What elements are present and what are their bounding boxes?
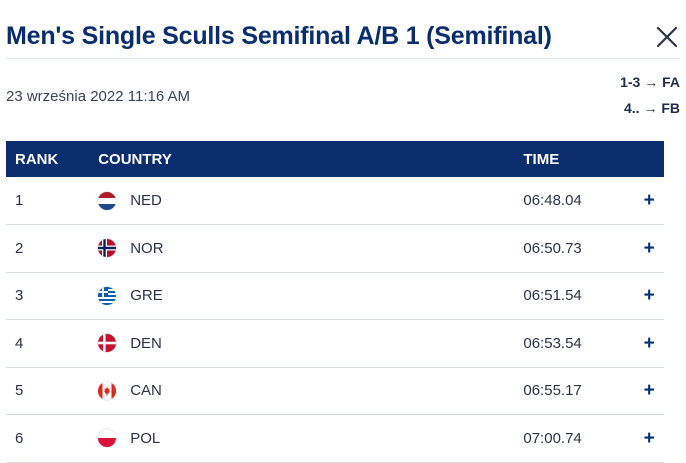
country-code: DEN bbox=[130, 334, 162, 352]
qualification-rules: 1-3 → FA 4.. → FB bbox=[620, 70, 680, 122]
rank-cell: 5 bbox=[15, 382, 24, 400]
modal-header: Men's Single Sculls Semifinal A/B 1 (Sem… bbox=[6, 20, 680, 60]
table-row[interactable]: 4 DEN 06:53.54 + bbox=[6, 320, 664, 367]
time-cell: 06:50.73 bbox=[523, 239, 582, 257]
expand-row-button[interactable]: + bbox=[643, 237, 655, 259]
qualification-rule: 4.. → FB bbox=[623, 100, 680, 116]
country-code: NOR bbox=[130, 239, 164, 257]
page-title: Men's Single Sculls Semifinal A/B 1 (Sem… bbox=[6, 22, 552, 50]
race-datetime: 23 września 2022 11:16 AM bbox=[6, 88, 191, 105]
time-cell: 06:48.04 bbox=[523, 192, 582, 209]
table-row[interactable]: 3 bbox=[6, 272, 664, 320]
expand-row-button[interactable]: + bbox=[643, 380, 655, 402]
close-button[interactable] bbox=[654, 24, 680, 50]
country-code: NED bbox=[130, 192, 162, 209]
time-cell: 07:00.74 bbox=[523, 429, 582, 447]
table-row[interactable]: 2 NOR bbox=[6, 225, 664, 272]
table-row[interactable]: 1 NED 06:48.04 + bbox=[6, 177, 664, 225]
header-divider bbox=[6, 58, 680, 59]
canada-flag-icon bbox=[98, 381, 117, 400]
table-row[interactable]: 6 POL 07:00.74 + bbox=[6, 415, 664, 462]
netherlands-flag-icon bbox=[98, 191, 117, 210]
time-cell: 06:53.54 bbox=[523, 334, 582, 352]
expand-row-button[interactable]: + bbox=[643, 427, 655, 449]
results-table: RANK COUNTRY TIME 1 bbox=[6, 141, 664, 463]
rank-cell: 6 bbox=[15, 429, 24, 447]
expand-row-button[interactable]: + bbox=[643, 285, 655, 307]
qualification-rule: 1-3 → FA bbox=[620, 74, 680, 90]
expand-row-button[interactable]: + bbox=[643, 332, 655, 354]
time-cell: 06:51.54 bbox=[523, 287, 582, 305]
country-code: GRE bbox=[130, 287, 163, 305]
country-code: CAN bbox=[130, 382, 162, 400]
denmark-flag-icon bbox=[98, 334, 117, 353]
column-header-rank: RANK bbox=[15, 150, 59, 168]
greece-flag-icon bbox=[98, 286, 117, 305]
rank-cell: 1 bbox=[15, 192, 24, 209]
rank-cell: 3 bbox=[15, 287, 24, 305]
column-header-country: COUNTRY bbox=[98, 150, 172, 168]
column-header-expand bbox=[634, 141, 664, 177]
expand-row-button[interactable]: + bbox=[643, 190, 655, 211]
norway-flag-icon bbox=[98, 239, 117, 258]
poland-flag-icon bbox=[98, 429, 117, 448]
table-header-row: RANK COUNTRY TIME bbox=[6, 141, 664, 177]
time-cell: 06:55.17 bbox=[523, 382, 582, 400]
column-header-time: TIME bbox=[523, 150, 560, 168]
table-row[interactable]: 5 CAN 06:55.17 bbox=[6, 367, 664, 415]
close-icon bbox=[656, 26, 678, 48]
country-code: POL bbox=[130, 429, 161, 447]
rank-cell: 2 bbox=[15, 239, 24, 257]
race-meta: 23 września 2022 11:16 AM 1-3 → FA 4.. →… bbox=[6, 70, 680, 126]
rank-cell: 4 bbox=[15, 334, 24, 352]
